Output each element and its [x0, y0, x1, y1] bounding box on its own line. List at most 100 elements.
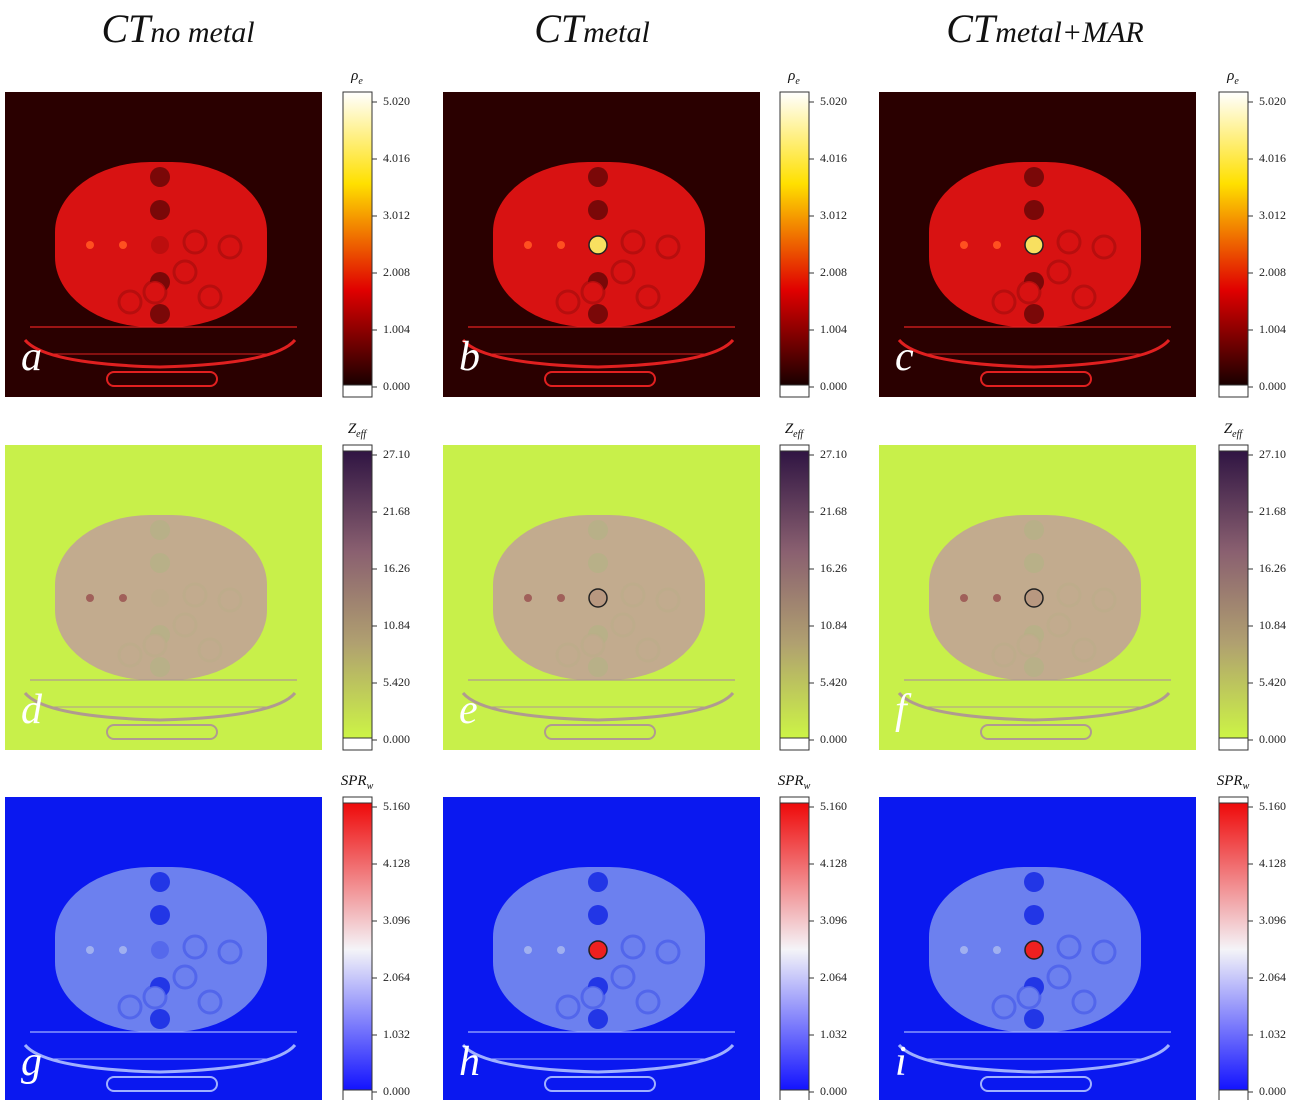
- colorbar-tick-label: 3.012: [820, 208, 847, 222]
- insert: [622, 936, 644, 958]
- insert: [993, 594, 1001, 602]
- panel-letter: g: [21, 1039, 42, 1085]
- insert: [1018, 986, 1040, 1008]
- insert: [86, 241, 94, 249]
- insert: [1073, 991, 1095, 1013]
- insert: [557, 644, 579, 666]
- colorbar-tick-label: 4.128: [383, 856, 410, 870]
- colorbar-label-sub: w: [804, 781, 811, 792]
- metal-insert: [589, 236, 607, 254]
- colorbar: [780, 92, 809, 397]
- colorbar-label-main: ρ: [1226, 68, 1234, 84]
- colorbar-tick-label: 2.008: [1259, 265, 1286, 279]
- insert: [1018, 634, 1040, 656]
- colorbar-tick-label: 2.064: [1259, 970, 1286, 984]
- colorbar-tick-label: 4.016: [383, 151, 410, 165]
- insert: [993, 946, 1001, 954]
- insert: [119, 946, 127, 954]
- panel-letter: d: [21, 687, 43, 733]
- colorbar-tick-label: 2.008: [820, 265, 847, 279]
- colorbar-end: [1219, 445, 1248, 451]
- insert: [993, 291, 1015, 313]
- insert: [119, 644, 141, 666]
- colorbar-tick-label: 16.26: [820, 561, 847, 575]
- insert: [588, 304, 608, 324]
- insert: [993, 644, 1015, 666]
- insert: [1024, 167, 1044, 187]
- insert: [1093, 236, 1115, 258]
- colorbar-end: [343, 738, 372, 750]
- insert: [582, 986, 604, 1008]
- colorbar-tick-label: 16.26: [383, 561, 410, 575]
- insert: [1024, 657, 1044, 677]
- insert: [219, 941, 241, 963]
- colorbar-tick-label: 16.26: [1259, 561, 1286, 575]
- insert: [612, 261, 634, 283]
- colorbar-tick-label: 0.000: [383, 1084, 410, 1098]
- insert: [150, 1009, 170, 1029]
- colorbar-tick-label: 3.096: [383, 913, 410, 927]
- colorbar-tick-label: 3.096: [820, 913, 847, 927]
- insert: [86, 946, 94, 954]
- insert: [993, 996, 1015, 1018]
- column-title: CTmetal+MAR: [946, 6, 1143, 51]
- colorbar-end: [780, 445, 809, 451]
- insert: [119, 291, 141, 313]
- insert: [637, 286, 659, 308]
- insert: [1093, 941, 1115, 963]
- colorbar-label-sub: w: [1243, 781, 1250, 792]
- colorbar-tick-label: 21.68: [1259, 504, 1286, 518]
- colorbar-label: Zeff: [1224, 421, 1244, 440]
- insert: [150, 167, 170, 187]
- colorbar-tick-label: 0.000: [1259, 732, 1286, 746]
- colorbar-label-sub: w: [367, 781, 374, 792]
- insert: [119, 594, 127, 602]
- insert: [219, 589, 241, 611]
- colorbar-tick-label: 5.020: [1259, 94, 1286, 108]
- insert: [199, 991, 221, 1013]
- insert: [557, 291, 579, 313]
- colorbar-label-sub: eff: [356, 429, 367, 440]
- colorbar-end: [780, 1090, 809, 1100]
- colorbar-label: SPRw: [778, 773, 811, 792]
- insert: [199, 286, 221, 308]
- ct-image: [443, 445, 760, 750]
- colorbar-tick-label: 27.10: [383, 447, 410, 461]
- panel-letter: c: [895, 334, 914, 380]
- insert: [119, 241, 127, 249]
- colorbar-tick-label: 5.160: [383, 799, 410, 813]
- insert: [637, 639, 659, 661]
- insert: [1024, 1009, 1044, 1029]
- insert: [144, 281, 166, 303]
- colorbar-label: Zeff: [785, 421, 805, 440]
- insert: [1018, 281, 1040, 303]
- colorbar-tick-label: 5.420: [383, 675, 410, 689]
- colorbar-end: [343, 445, 372, 451]
- insert: [1024, 553, 1044, 573]
- colorbar-tick-label: 1.032: [383, 1027, 410, 1041]
- colorbar-tick-label: 4.016: [1259, 151, 1286, 165]
- insert: [184, 936, 206, 958]
- panel-letter: i: [895, 1039, 907, 1085]
- insert: [612, 614, 634, 636]
- colorbar: [780, 797, 809, 1100]
- insert: [557, 946, 565, 954]
- ct-image: [443, 92, 760, 397]
- insert: [1024, 200, 1044, 220]
- colorbar-tick-label: 3.096: [1259, 913, 1286, 927]
- insert: [150, 905, 170, 925]
- insert: [557, 594, 565, 602]
- title-main: CT: [101, 6, 153, 51]
- colorbar: [780, 445, 809, 750]
- insert: [174, 966, 196, 988]
- colorbar-tick-label: 4.128: [820, 856, 847, 870]
- colorbar-label-main: SPR: [1217, 773, 1243, 789]
- colorbar: [343, 797, 372, 1100]
- colorbar-tick-label: 5.160: [820, 799, 847, 813]
- insert: [1048, 261, 1070, 283]
- colorbar-tick-label: 5.420: [1259, 675, 1286, 689]
- colorbar-label-main: ρ: [787, 68, 795, 84]
- colorbar-tick-label: 0.000: [383, 732, 410, 746]
- insert: [588, 657, 608, 677]
- colorbar-tick-label: 10.84: [1259, 618, 1286, 632]
